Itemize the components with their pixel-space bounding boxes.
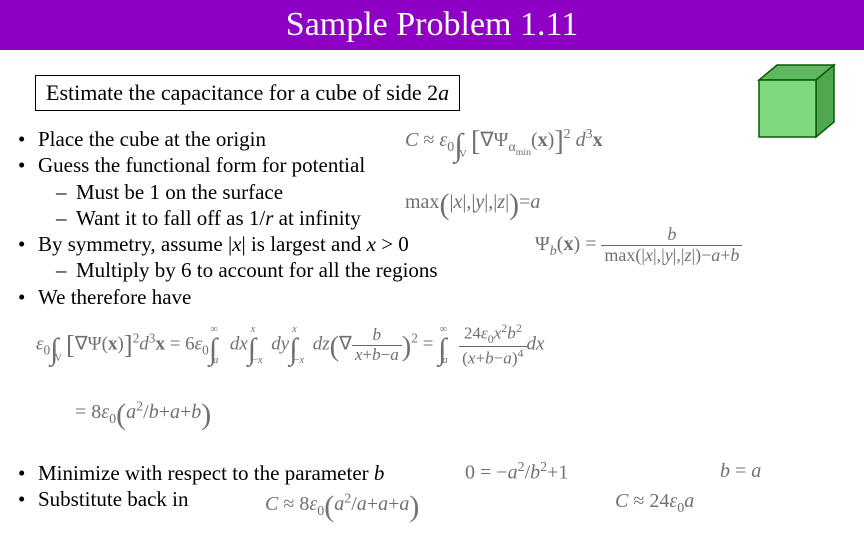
eq-result-8eps: = 8ε0(a2/b+a+b) [75, 398, 211, 432]
bullet-item: Multiply by 6 to account for all the reg… [18, 257, 508, 283]
cube-front [759, 80, 816, 137]
eq-final: C ≈ 24ε0a [615, 490, 694, 517]
problem-statement: Estimate the capacitance for a cube of s… [46, 80, 449, 105]
eq-b-equals-a: b = a [720, 460, 761, 483]
bullet-item: By symmetry, assume |x| is largest and x… [18, 231, 508, 257]
problem-statement-box: Estimate the capacitance for a cube of s… [35, 75, 460, 111]
cube-icon [741, 62, 836, 147]
title-bar: Sample Problem 1.11 [0, 0, 864, 50]
bullet-item: We therefore have [18, 284, 508, 310]
eq-psi-b: Ψb(x) = bmax(|x|,|y|,|z|)−a+b [535, 225, 742, 266]
eq-sub-back-1: C ≈ 8ε0(a2/a+a+a) [265, 490, 419, 524]
eq-max-xyz: max(|x|,|y|,|z|)=a [405, 188, 540, 222]
eq-capacitance-approx: C ≈ ε0∫V[∇Ψαmin(x)]2 d3x [405, 126, 603, 163]
eq-minimize: 0 = −a2/b2+1 [465, 460, 568, 485]
bullet-item: Minimize with respect to the parameter b [18, 460, 478, 486]
eq-main-integral: ε0∫V[∇Ψ(x)]2d3x = 6ε0∫a∞dx∫−xxdy∫−xxdz(∇… [36, 322, 544, 369]
page-title: Sample Problem 1.11 [286, 6, 578, 44]
